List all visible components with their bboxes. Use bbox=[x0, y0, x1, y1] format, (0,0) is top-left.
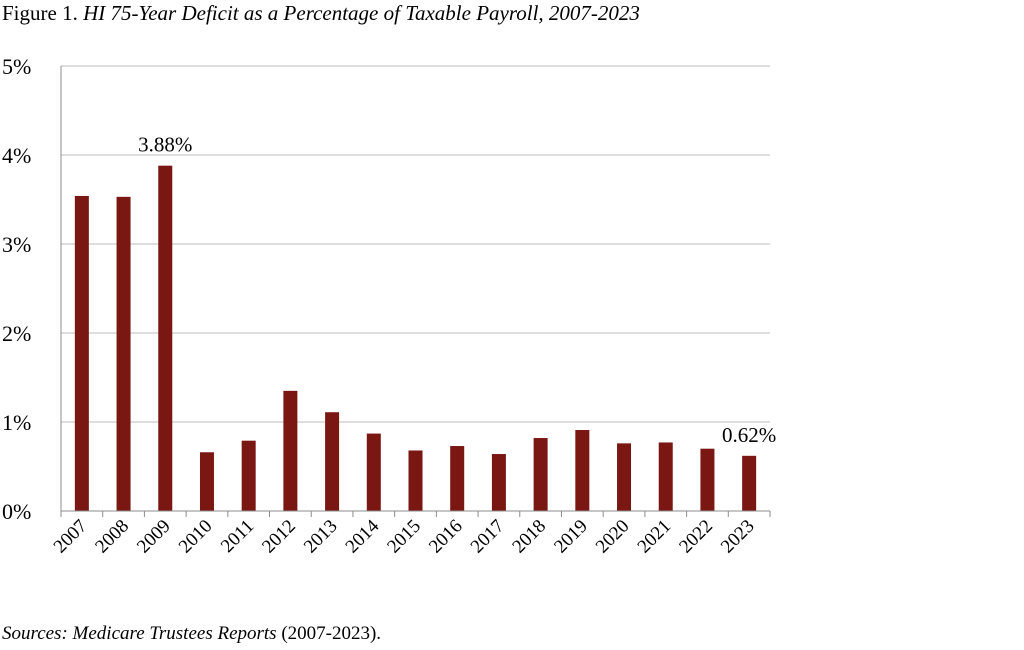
x-tick-label: 2017 bbox=[467, 516, 509, 558]
gridlines bbox=[61, 65, 770, 423]
y-tick-label: 4% bbox=[2, 143, 31, 168]
bar-2023 bbox=[742, 455, 757, 511]
source-note: Sources: Medicare Trustees Reports (2007… bbox=[2, 623, 381, 645]
y-tick-label: 5% bbox=[2, 54, 31, 79]
x-tick-label: 2011 bbox=[217, 516, 258, 557]
x-tick-label: 2019 bbox=[550, 516, 592, 558]
figure-label: Figure 1. bbox=[2, 1, 78, 25]
bars bbox=[74, 165, 757, 511]
y-tick-label: 2% bbox=[2, 321, 31, 346]
x-tick-label: 2008 bbox=[91, 516, 133, 558]
bar-2014 bbox=[366, 433, 381, 511]
bar-2020 bbox=[617, 443, 632, 511]
x-tick-label: 2010 bbox=[175, 516, 217, 558]
figure-title: Figure 1. HI 75-Year Deficit as a Percen… bbox=[2, 1, 640, 26]
y-tick-label: 3% bbox=[2, 232, 31, 257]
x-tick-label: 2022 bbox=[675, 516, 717, 558]
source-suffix: (2007-2023). bbox=[281, 623, 382, 644]
bar-2007 bbox=[74, 195, 89, 511]
x-tick-label: 2013 bbox=[300, 516, 342, 558]
figure-title-text: HI 75-Year Deficit as a Percentage of Ta… bbox=[83, 1, 640, 25]
bar-2022 bbox=[700, 448, 715, 511]
x-tick-label: 2015 bbox=[383, 516, 425, 558]
bar-2012 bbox=[283, 390, 298, 511]
bar-2017 bbox=[491, 454, 506, 511]
x-tick-label: 2007 bbox=[50, 516, 92, 558]
bar-2016 bbox=[450, 446, 465, 511]
x-tick-label: 2009 bbox=[133, 516, 175, 558]
x-tick-label: 2023 bbox=[717, 516, 759, 558]
bar-2015 bbox=[408, 450, 423, 511]
y-tick-labels: 0% 1% 2% 3% 4% 5% bbox=[2, 54, 31, 524]
bar-2019 bbox=[575, 430, 590, 511]
x-tick-label: 2021 bbox=[634, 516, 676, 558]
source-prefix: Sources: Medicare Trustees Reports bbox=[2, 623, 277, 644]
y-tick-label: 0% bbox=[2, 499, 31, 524]
x-tick-labels: 2007 2008 2009 2010 2011 2012 2013 2014 2015 2016… bbox=[50, 515, 759, 557]
axes bbox=[60, 66, 771, 517]
x-tick-label: 2014 bbox=[342, 515, 384, 557]
x-tick-label: 2018 bbox=[508, 516, 550, 558]
x-tick-label: 2020 bbox=[592, 516, 634, 558]
bar-2009 bbox=[158, 165, 173, 511]
data-labels: 3.88% 0.62% bbox=[138, 133, 776, 447]
bar-2018 bbox=[533, 438, 548, 511]
bar-2008 bbox=[116, 196, 131, 511]
bar-chart: 0%1%2%3%4%5% 2007 2008 2009 2010 2011 2012 201… bbox=[2, 54, 776, 557]
bar-2013 bbox=[325, 412, 340, 511]
bar-2010 bbox=[199, 452, 214, 511]
bar-2011 bbox=[241, 440, 256, 511]
x-tick-label: 2012 bbox=[258, 516, 300, 558]
bar-2021 bbox=[658, 442, 673, 511]
data-label-2023: 0.62% bbox=[722, 423, 776, 447]
x-tick-label: 2016 bbox=[425, 516, 467, 558]
data-label-2009: 3.88% bbox=[138, 133, 192, 157]
y-tick-label: 1% bbox=[2, 410, 31, 435]
